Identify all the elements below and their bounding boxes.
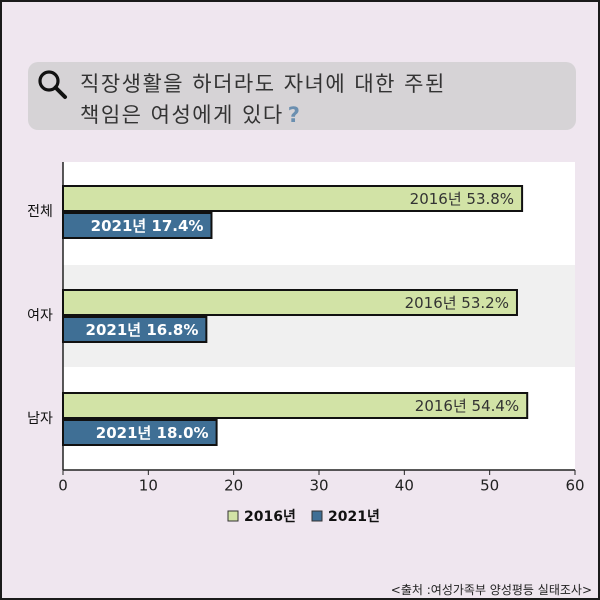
bar-2021년 bbox=[62, 419, 218, 446]
bar-2016년 bbox=[62, 392, 529, 419]
bar-2021년 bbox=[62, 316, 208, 343]
category-label: 여자 bbox=[27, 308, 53, 324]
question-line-2-text: 책임은 여성에게 있다 bbox=[80, 103, 284, 127]
question-mark: ? bbox=[287, 103, 302, 127]
legend-label: 2016년 bbox=[244, 509, 296, 525]
x-tick-label: 60 bbox=[565, 477, 584, 495]
x-tick-label: 30 bbox=[309, 477, 328, 495]
search-bar: 직장생활을 하더라도 자녀에 대한 주된 책임은 여성에게 있다? bbox=[28, 62, 576, 130]
search-icon bbox=[38, 70, 67, 99]
x-tick-label: 40 bbox=[395, 477, 414, 495]
data-label: 2021년 16.8% bbox=[86, 321, 199, 339]
x-tick-label: 0 bbox=[58, 477, 68, 495]
bar-2016년 bbox=[62, 289, 518, 316]
data-label: 2016년 53.8% bbox=[410, 190, 514, 208]
bar-2021년 bbox=[62, 212, 213, 239]
data-label: 2016년 53.2% bbox=[405, 294, 509, 312]
category-label: 남자 bbox=[27, 411, 53, 427]
data-label: 2021년 17.4% bbox=[91, 217, 204, 235]
data-label: 2016년 54.4% bbox=[415, 397, 519, 415]
bar-2016년 bbox=[62, 185, 524, 212]
source-note: <출처 :여성가족부 양성평등 실태조사> bbox=[390, 583, 592, 597]
legend-swatch bbox=[227, 510, 239, 522]
question-line-1: 직장생활을 하더라도 자녀에 대한 주된 bbox=[80, 72, 446, 96]
category-label: 전체 bbox=[27, 204, 53, 220]
legend-label: 2021년 bbox=[328, 509, 380, 525]
x-tick-label: 20 bbox=[224, 477, 243, 495]
x-tick-label: 10 bbox=[139, 477, 158, 495]
data-label: 2021년 18.0% bbox=[96, 424, 209, 442]
x-tick-label: 50 bbox=[480, 477, 499, 495]
legend-swatch bbox=[311, 510, 323, 522]
question-line-2: 책임은 여성에게 있다? bbox=[80, 99, 301, 129]
